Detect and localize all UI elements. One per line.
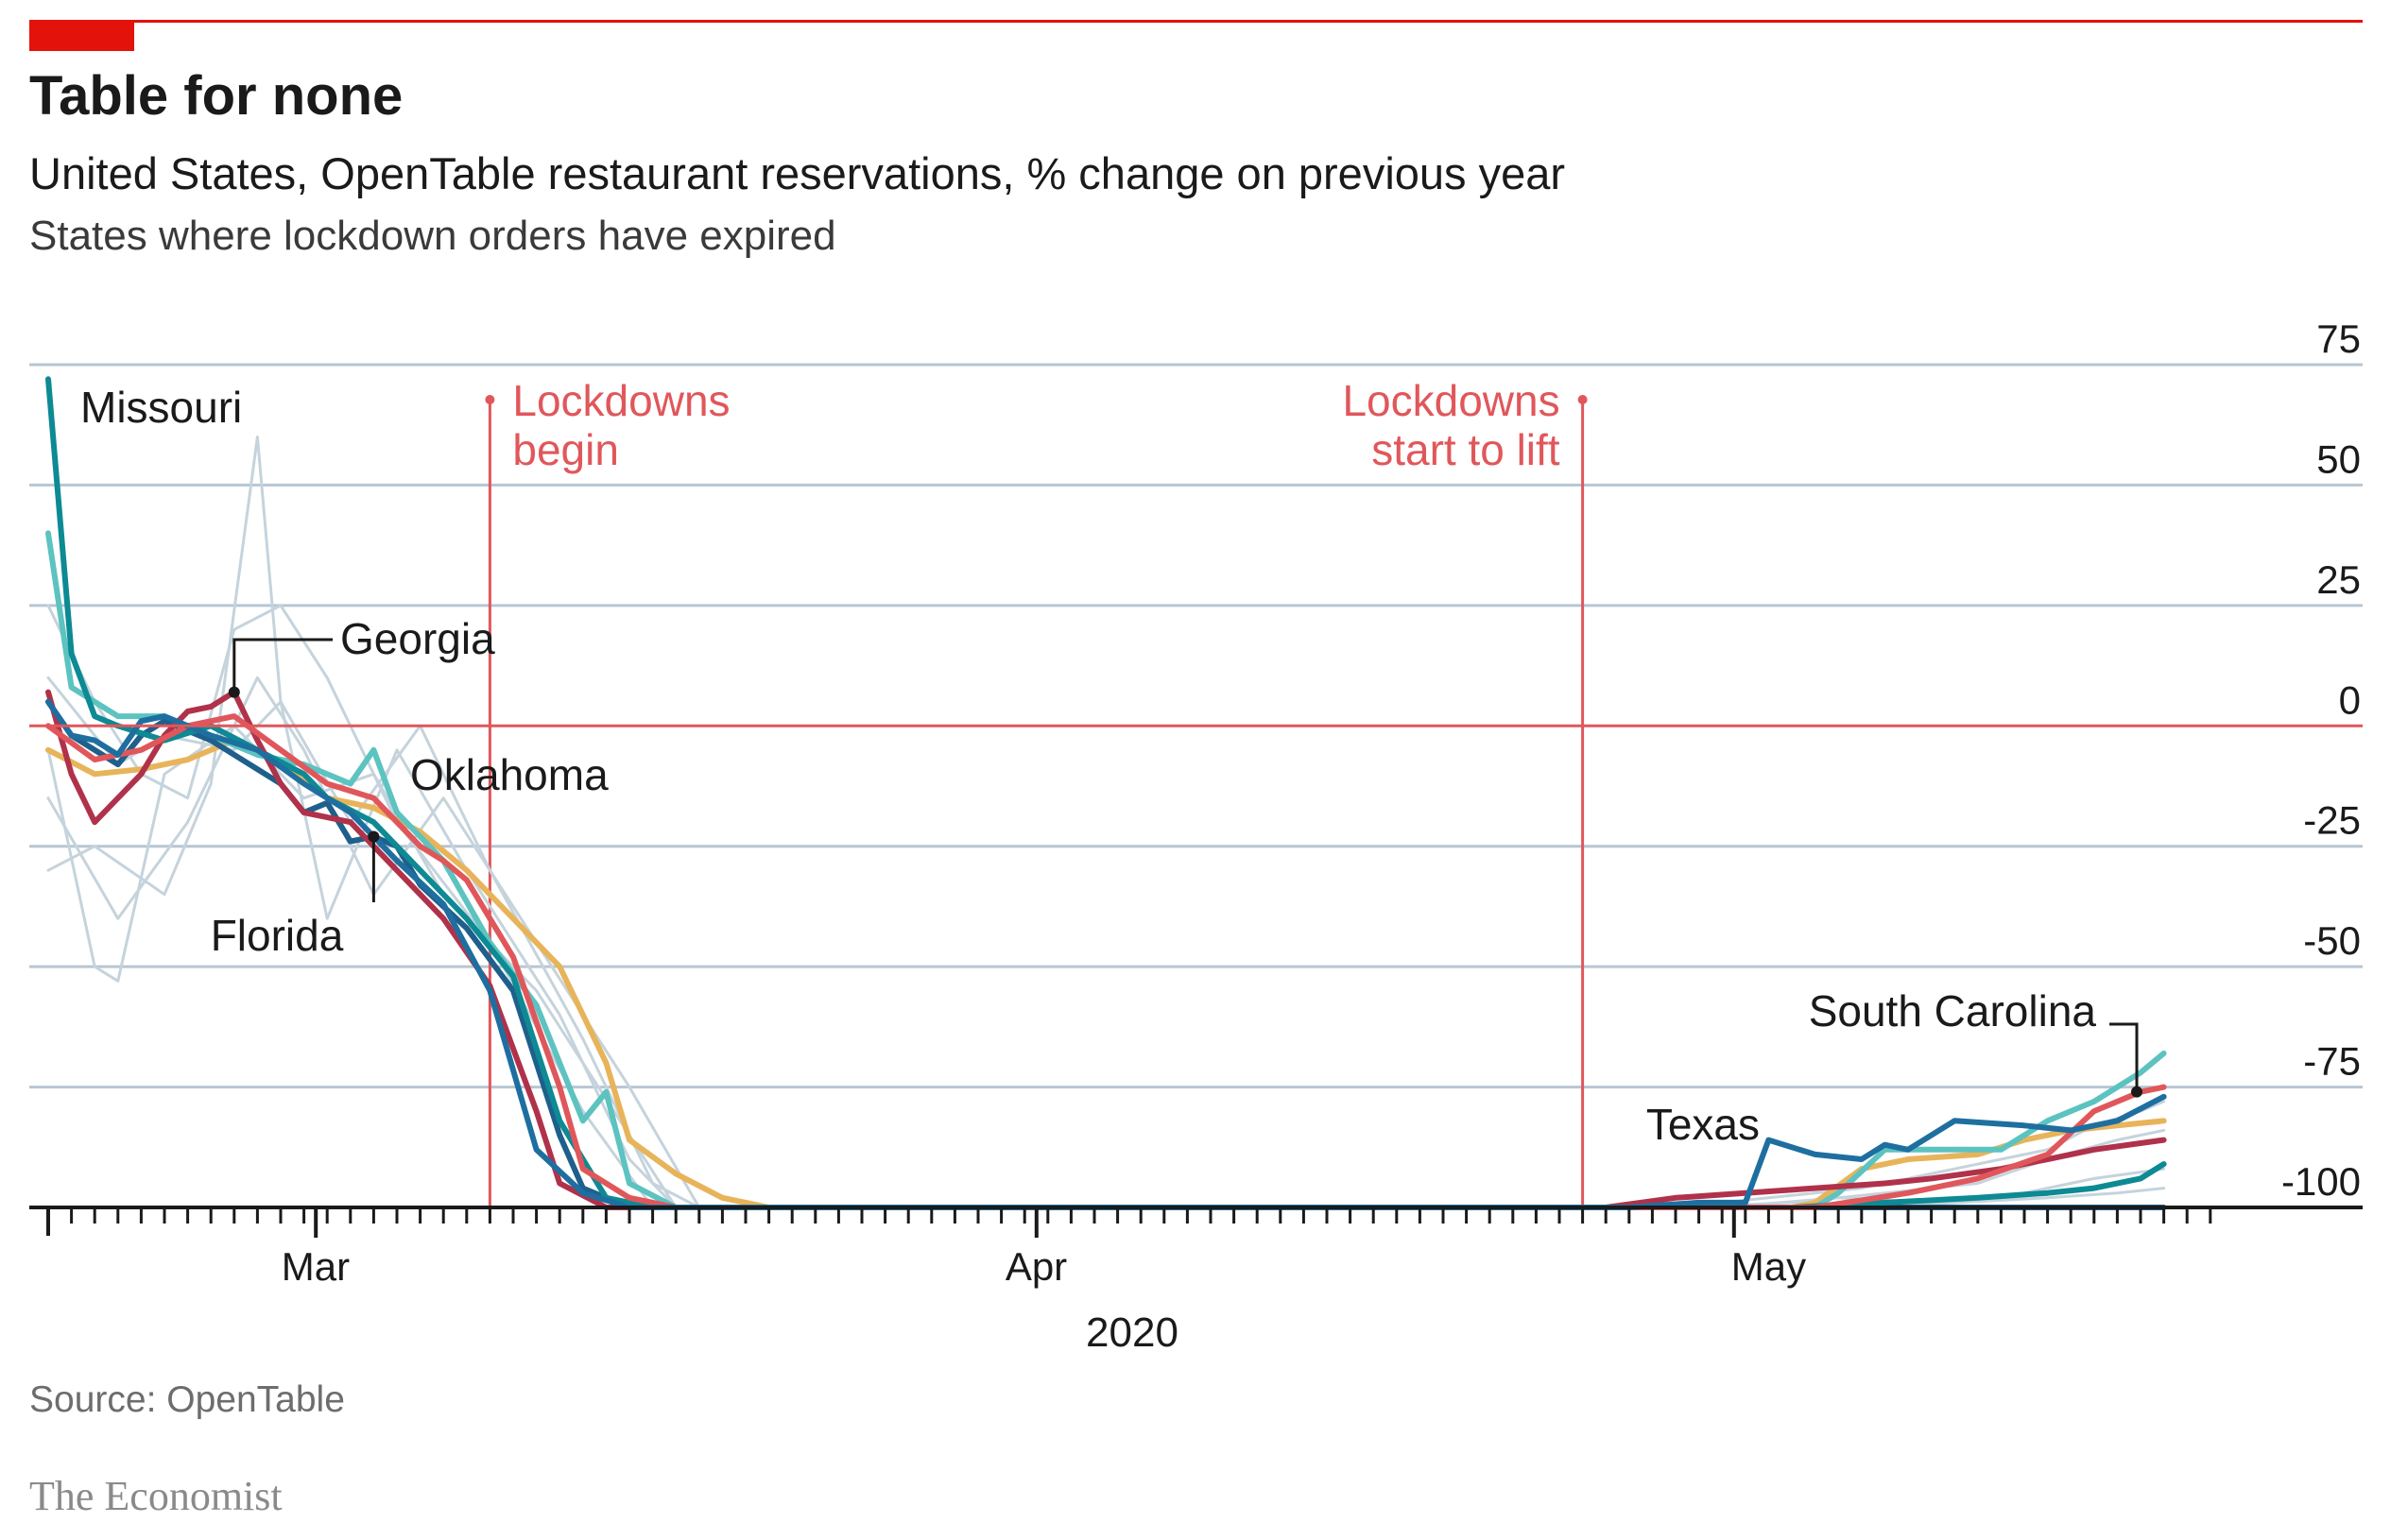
y-tick-label: -50: [2303, 918, 2361, 963]
south-carolina-leader: [2109, 1022, 2139, 1092]
annotation-text: start to lift: [1371, 425, 1560, 474]
series-label: Missouri: [80, 383, 242, 432]
y-tick-label: 0: [2339, 677, 2361, 722]
y-tick-label: -100: [2281, 1159, 2361, 1204]
series-line-gray3: [46, 436, 2142, 1209]
series-label: Oklahoma: [410, 750, 609, 799]
series-line-georgia: [45, 689, 2167, 1210]
chart-title: Table for none: [29, 65, 404, 127]
annotation-dot: [1577, 395, 1588, 404]
series-line-texas: [45, 698, 2167, 1210]
annotation-text: Lockdowns: [512, 376, 730, 425]
x-tick-label: Mar: [282, 1244, 350, 1289]
georgia-dot: [228, 686, 240, 698]
annotation-dot: [485, 395, 495, 404]
y-tick-label: 50: [2316, 436, 2361, 481]
series-label: Georgia: [340, 614, 495, 663]
top-red-rule: [29, 20, 2363, 23]
x-tick-label: May: [1731, 1244, 1806, 1289]
x-axis-title: 2020: [1086, 1309, 1178, 1356]
red-tag: [29, 22, 134, 51]
chart-subtitle: United States, OpenTable restaurant rese…: [29, 148, 1566, 198]
y-tick-label: 25: [2316, 557, 2361, 602]
y-tick-label: 75: [2316, 317, 2361, 361]
series-line-gray4: [46, 604, 2166, 1209]
brand-logo: The Economist: [29, 1473, 283, 1519]
y-tick-label: -75: [2303, 1039, 2361, 1084]
series-label: Florida: [211, 911, 344, 960]
south-carolina-dot: [2131, 1086, 2142, 1098]
series-label: Texas: [1646, 1100, 1760, 1149]
series-line-missouri: [45, 376, 2167, 1210]
georgia-leader: [232, 638, 333, 693]
chart-note: States where lockdown orders have expire…: [29, 213, 836, 259]
series-labels: Missouri Georgia Oklahoma Florida South Caro…: [80, 383, 2142, 1149]
annotation-text: begin: [512, 425, 619, 474]
florida-dot: [368, 830, 380, 843]
x-tick-label: Apr: [1006, 1244, 1067, 1289]
series-lines: [45, 376, 2167, 1210]
series-line-south_carolina: [45, 713, 2167, 1210]
series-label: South Carolina: [1809, 986, 2097, 1035]
annotation-text: Lockdowns: [1342, 376, 1559, 425]
x-axis: Mar Apr May 2020: [29, 724, 2363, 1356]
y-tick-label: -25: [2303, 798, 2361, 843]
source-note: Source: OpenTable: [29, 1379, 345, 1420]
series-line-gold: [45, 737, 2167, 1210]
